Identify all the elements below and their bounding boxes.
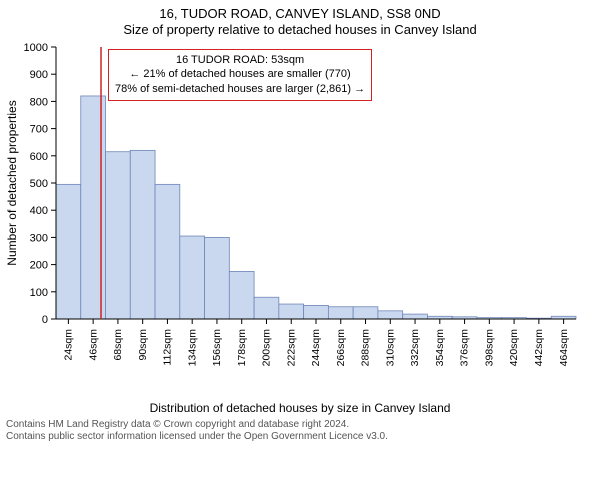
svg-text:310sqm: 310sqm	[384, 328, 396, 366]
svg-text:222sqm: 222sqm	[285, 328, 297, 366]
footer-line2: Contains public sector information licen…	[6, 431, 594, 444]
svg-text:0: 0	[42, 314, 48, 326]
svg-text:500: 500	[30, 178, 48, 190]
svg-text:112sqm: 112sqm	[162, 328, 174, 365]
svg-text:420sqm: 420sqm	[508, 328, 520, 366]
svg-text:100: 100	[30, 286, 48, 298]
chart-container: 0 100 200 300 400 500 600 700 800 900 1000 24sqm 46s…	[0, 39, 600, 399]
svg-text:376sqm: 376sqm	[459, 328, 471, 366]
header-block: 16, TUDOR ROAD, CANVEY ISLAND, SS8 0ND S…	[0, 0, 600, 39]
svg-text:800: 800	[30, 96, 48, 108]
annotation-callout: 16 TUDOR ROAD: 53sqm ← 21% of detached h…	[108, 49, 372, 102]
footer-line1: Contains HM Land Registry data © Crown c…	[6, 419, 594, 432]
svg-text:600: 600	[30, 150, 48, 162]
svg-text:200sqm: 200sqm	[261, 328, 273, 366]
svg-text:288sqm: 288sqm	[360, 328, 372, 366]
svg-text:300: 300	[30, 232, 48, 244]
svg-text:Number of detached properties: Number of detached properties	[5, 100, 19, 265]
svg-text:442sqm: 442sqm	[533, 328, 545, 366]
chart-subtitle: Size of property relative to detached ho…	[0, 22, 600, 38]
svg-text:134sqm: 134sqm	[186, 328, 198, 366]
svg-text:464sqm: 464sqm	[558, 328, 570, 366]
svg-text:1000: 1000	[24, 42, 48, 54]
footer-attribution: Contains HM Land Registry data © Crown c…	[0, 415, 600, 444]
svg-text:354sqm: 354sqm	[434, 328, 446, 366]
svg-text:156sqm: 156sqm	[211, 328, 223, 366]
svg-text:68sqm: 68sqm	[112, 328, 124, 360]
svg-text:90sqm: 90sqm	[137, 328, 149, 360]
svg-text:700: 700	[30, 123, 48, 135]
svg-text:900: 900	[30, 69, 48, 81]
svg-text:46sqm: 46sqm	[87, 328, 99, 360]
annotation-line1: 16 TUDOR ROAD: 53sqm	[115, 53, 365, 68]
annotation-line2: ← 21% of detached houses are smaller (77…	[115, 67, 365, 82]
svg-text:266sqm: 266sqm	[335, 328, 347, 366]
svg-text:332sqm: 332sqm	[409, 328, 421, 366]
svg-text:178sqm: 178sqm	[236, 328, 248, 366]
svg-text:24sqm: 24sqm	[63, 328, 75, 360]
svg-text:244sqm: 244sqm	[310, 328, 322, 366]
svg-text:398sqm: 398sqm	[483, 328, 495, 366]
x-axis-title: Distribution of detached houses by size …	[0, 399, 600, 415]
svg-text:400: 400	[30, 205, 48, 217]
address-line: 16, TUDOR ROAD, CANVEY ISLAND, SS8 0ND	[0, 6, 600, 22]
annotation-line3: 78% of semi-detached houses are larger (…	[115, 82, 365, 97]
svg-text:200: 200	[30, 259, 48, 271]
